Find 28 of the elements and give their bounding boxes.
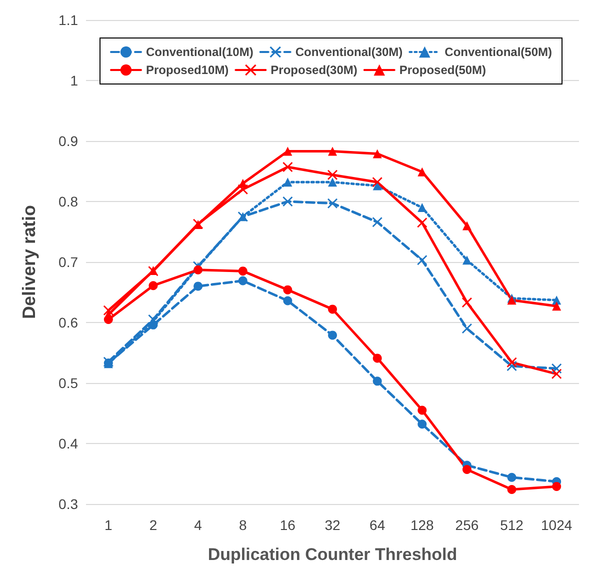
legend-label: Proposed(50M)	[399, 63, 486, 77]
x-tick-label: 128	[410, 517, 434, 533]
y-tick-label: 0.6	[58, 314, 78, 330]
y-tick-label: 1	[70, 72, 78, 88]
y-axis-title: Delivery ratio	[19, 204, 39, 320]
legend-label: Conventional(30M)	[295, 45, 403, 59]
y-tick-label: 0.8	[58, 194, 78, 210]
y-tick-label: 0.3	[58, 496, 78, 512]
y-tick-label: 0.7	[58, 254, 78, 270]
y-tick-label: 0.4	[58, 436, 78, 452]
x-tick-label: 8	[238, 517, 247, 533]
x-tick-label: 256	[455, 517, 479, 533]
x-tick-label: 2	[149, 517, 158, 533]
x-tick-label: 1024	[541, 517, 572, 533]
y-tick-label: 0.9	[58, 133, 78, 149]
x-tick-label: 4	[194, 517, 202, 533]
legend-label: Conventional(50M)	[444, 45, 552, 59]
legend-label: Conventional(10M)	[146, 45, 254, 59]
x-tick-label: 16	[280, 517, 296, 533]
x-tick-label: 64	[370, 517, 386, 533]
x-tick-label: 1	[104, 517, 113, 533]
y-tick-label: 0.5	[58, 375, 78, 391]
x-tick-label: 512	[500, 517, 524, 533]
x-tick-label: 32	[324, 517, 340, 533]
legend-label: Proposed(30M)	[270, 63, 358, 77]
y-tick-label: 1.1	[58, 12, 78, 28]
x-axis-title: Duplication Counter Threshold	[208, 545, 458, 564]
legend-label: Proposed10M)	[146, 63, 229, 77]
